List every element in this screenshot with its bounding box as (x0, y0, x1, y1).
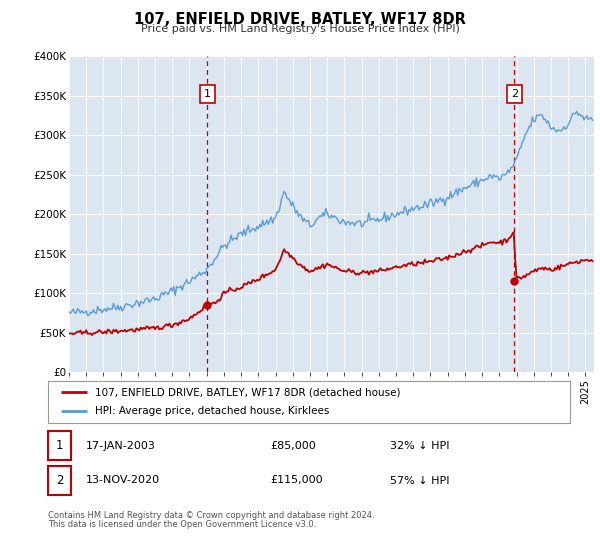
Text: £85,000: £85,000 (270, 441, 316, 451)
Text: 13-NOV-2020: 13-NOV-2020 (86, 475, 160, 486)
Text: Contains HM Land Registry data © Crown copyright and database right 2024.: Contains HM Land Registry data © Crown c… (48, 511, 374, 520)
Text: HPI: Average price, detached house, Kirklees: HPI: Average price, detached house, Kirk… (95, 407, 329, 417)
Text: 57% ↓ HPI: 57% ↓ HPI (390, 475, 449, 486)
Text: Price paid vs. HM Land Registry's House Price Index (HPI): Price paid vs. HM Land Registry's House … (140, 24, 460, 34)
Text: 107, ENFIELD DRIVE, BATLEY, WF17 8DR (detached house): 107, ENFIELD DRIVE, BATLEY, WF17 8DR (de… (95, 387, 400, 397)
Text: This data is licensed under the Open Government Licence v3.0.: This data is licensed under the Open Gov… (48, 520, 316, 529)
Text: 32% ↓ HPI: 32% ↓ HPI (390, 441, 449, 451)
Text: 17-JAN-2003: 17-JAN-2003 (86, 441, 155, 451)
Text: 2: 2 (511, 89, 518, 99)
Text: 1: 1 (56, 439, 63, 452)
Text: 1: 1 (204, 89, 211, 99)
Text: 107, ENFIELD DRIVE, BATLEY, WF17 8DR: 107, ENFIELD DRIVE, BATLEY, WF17 8DR (134, 12, 466, 27)
Text: 2: 2 (56, 474, 63, 487)
Text: £115,000: £115,000 (270, 475, 323, 486)
